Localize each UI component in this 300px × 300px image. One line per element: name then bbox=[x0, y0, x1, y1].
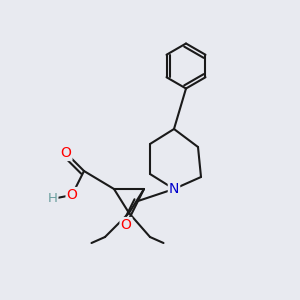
Text: H: H bbox=[48, 191, 57, 205]
Text: O: O bbox=[121, 218, 131, 232]
Text: O: O bbox=[61, 146, 71, 160]
Text: O: O bbox=[67, 188, 77, 202]
Text: N: N bbox=[169, 182, 179, 196]
